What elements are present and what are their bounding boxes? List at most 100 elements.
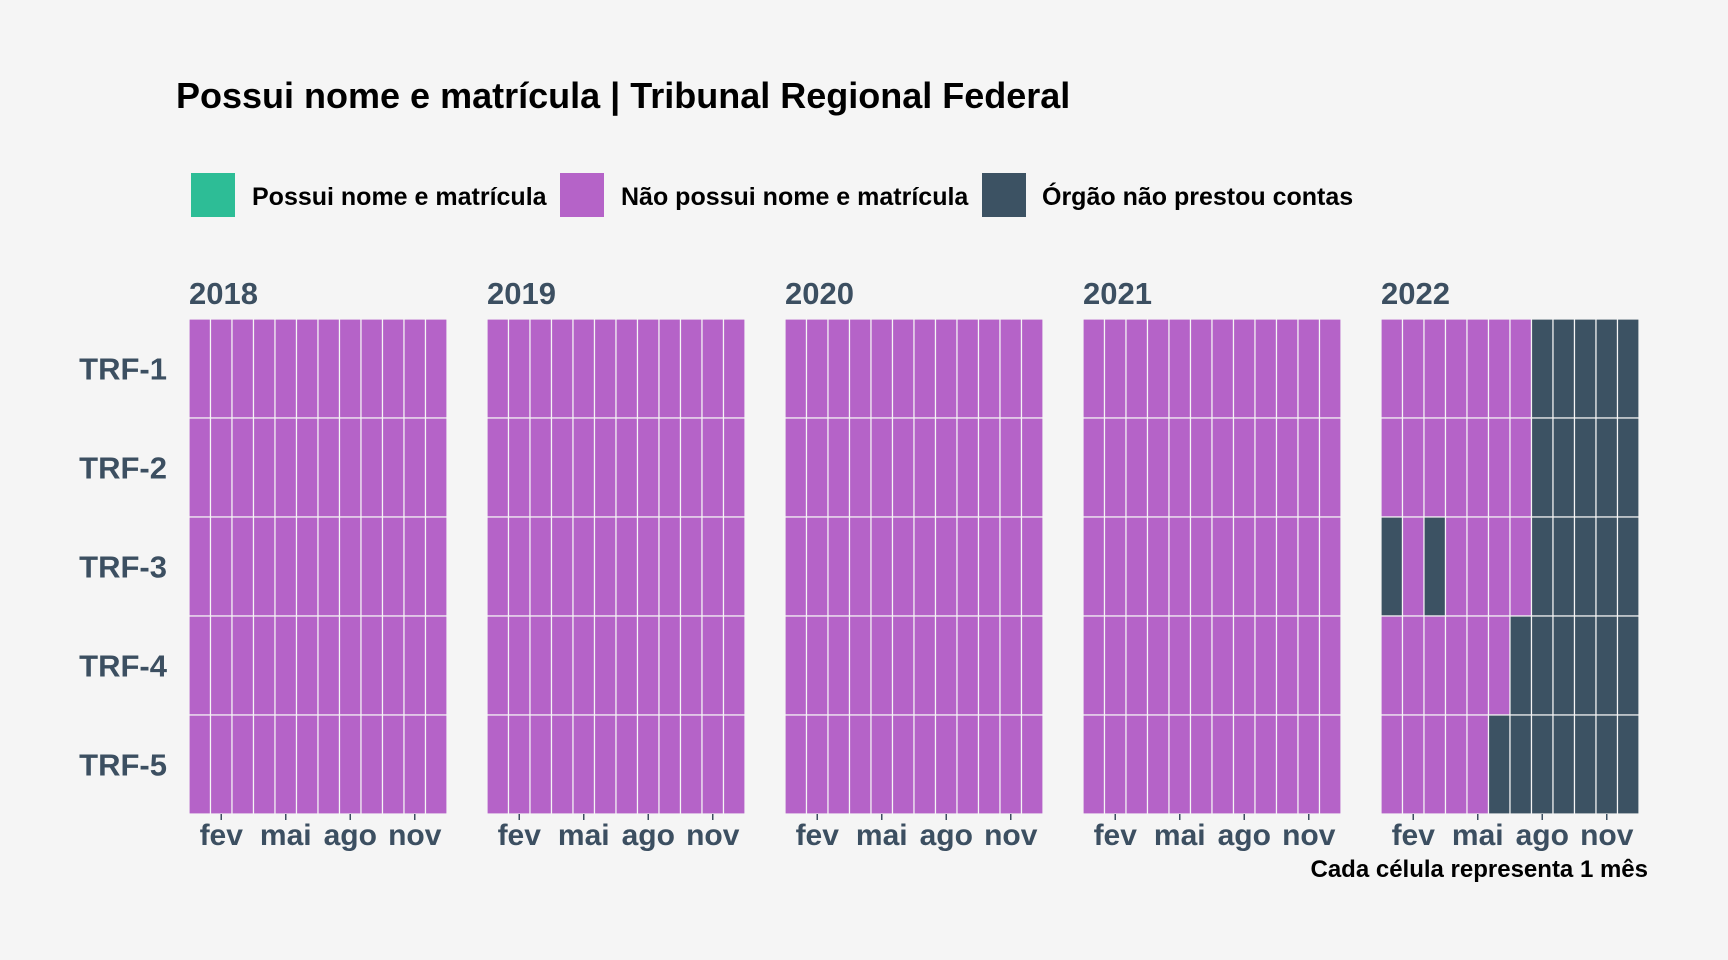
cell-2020-TRF-2-dez bbox=[1020, 417, 1044, 518]
cell-2022-TRF-4-set bbox=[1552, 615, 1576, 716]
cell-2021-TRF-5-nov bbox=[1297, 714, 1321, 815]
cell-2019-TRF-2-dez bbox=[722, 417, 746, 518]
cell-2020-TRF-5-out bbox=[977, 714, 1001, 815]
cell-2019-TRF-5-abr bbox=[550, 714, 574, 815]
cell-2019-TRF-4-jun bbox=[593, 615, 617, 716]
cell-2019-TRF-5-ago bbox=[636, 714, 660, 815]
cell-2018-TRF-4-ago bbox=[338, 615, 362, 716]
cell-2022-TRF-3-fev bbox=[1401, 516, 1425, 617]
cell-2019-TRF-5-jul bbox=[615, 714, 639, 815]
panel-2020: 2020 fev mai ago nov bbox=[784, 276, 1044, 852]
cell-2018-TRF-1-dez bbox=[424, 318, 448, 419]
cell-2022-TRF-3-jan bbox=[1380, 516, 1404, 617]
cell-2022-TRF-4-ago bbox=[1530, 615, 1554, 716]
cell-2022-TRF-4-jan bbox=[1380, 615, 1404, 716]
cell-2020-TRF-2-jun bbox=[891, 417, 915, 518]
cell-2021-TRF-4-ago bbox=[1232, 615, 1256, 716]
cell-2021-TRF-5-jun bbox=[1189, 714, 1213, 815]
legend-label-possui: Possui nome e matrícula bbox=[252, 183, 548, 211]
tick-label-2021-mai: mai bbox=[1154, 819, 1206, 852]
cell-2018-TRF-5-mar bbox=[231, 714, 255, 815]
cell-2018-TRF-3-dez bbox=[424, 516, 448, 617]
tick-label-2022-ago: ago bbox=[1516, 819, 1569, 852]
cell-2020-TRF-2-out bbox=[977, 417, 1001, 518]
cell-2018-TRF-1-mar bbox=[231, 318, 255, 419]
cell-2019-TRF-1-jul bbox=[615, 318, 639, 419]
cell-2021-TRF-5-fev bbox=[1103, 714, 1127, 815]
cell-2022-TRF-1-jun bbox=[1487, 318, 1511, 419]
cell-2020-TRF-1-nov bbox=[999, 318, 1023, 419]
cell-2018-TRF-2-set bbox=[360, 417, 384, 518]
cell-2019-TRF-4-abr bbox=[550, 615, 574, 716]
cell-2022-TRF-4-jun bbox=[1487, 615, 1511, 716]
cell-2019-TRF-2-nov bbox=[701, 417, 725, 518]
cell-2020-TRF-5-jan bbox=[784, 714, 808, 815]
cell-2018-TRF-2-jun bbox=[295, 417, 319, 518]
cell-2020-TRF-1-abr bbox=[848, 318, 872, 419]
cell-2019-TRF-5-dez bbox=[722, 714, 746, 815]
cell-2020-TRF-5-nov bbox=[999, 714, 1023, 815]
cell-2021-TRF-1-ago bbox=[1232, 318, 1256, 419]
cell-2022-TRF-2-abr bbox=[1444, 417, 1468, 518]
cell-2019-TRF-4-dez bbox=[722, 615, 746, 716]
cell-2022-TRF-1-dez bbox=[1616, 318, 1640, 419]
cell-2020-TRF-3-nov bbox=[999, 516, 1023, 617]
cell-2021-TRF-4-out bbox=[1275, 615, 1299, 716]
cell-2020-TRF-1-jul bbox=[913, 318, 937, 419]
cell-2018-TRF-1-mai bbox=[274, 318, 298, 419]
tick-label-2019-mai: mai bbox=[558, 819, 610, 852]
cell-2022-TRF-3-nov bbox=[1595, 516, 1619, 617]
cell-2019-TRF-1-abr bbox=[550, 318, 574, 419]
cell-2018-TRF-4-mar bbox=[231, 615, 255, 716]
cell-2022-TRF-1-fev bbox=[1401, 318, 1425, 419]
cell-2018-TRF-2-mar bbox=[231, 417, 255, 518]
cell-2021-TRF-1-out bbox=[1275, 318, 1299, 419]
cell-2020-TRF-3-ago bbox=[934, 516, 958, 617]
cell-2021-TRF-2-mar bbox=[1125, 417, 1149, 518]
cell-2019-TRF-4-nov bbox=[701, 615, 725, 716]
cell-2022-TRF-5-dez bbox=[1616, 714, 1640, 815]
cell-2022-TRF-2-nov bbox=[1595, 417, 1619, 518]
cell-2022-TRF-1-set bbox=[1552, 318, 1576, 419]
cell-2019-TRF-1-mai bbox=[572, 318, 596, 419]
cell-2019-TRF-3-abr bbox=[550, 516, 574, 617]
cell-2020-TRF-2-jan bbox=[784, 417, 808, 518]
cell-2021-TRF-3-mar bbox=[1125, 516, 1149, 617]
cell-2018-TRF-3-jun bbox=[295, 516, 319, 617]
cell-2020-TRF-4-fev bbox=[805, 615, 829, 716]
cell-2019-TRF-1-jan bbox=[486, 318, 510, 419]
cell-2022-TRF-1-abr bbox=[1444, 318, 1468, 419]
cell-2019-TRF-2-abr bbox=[550, 417, 574, 518]
row-labels: TRF-1 TRF-2 TRF-3 TRF-4 TRF-5 bbox=[79, 352, 168, 783]
cell-2021-TRF-2-nov bbox=[1297, 417, 1321, 518]
cell-2018-TRF-5-abr bbox=[252, 714, 276, 815]
tick-label-2021-ago: ago bbox=[1218, 819, 1271, 852]
cell-2022-TRF-3-jul bbox=[1509, 516, 1533, 617]
cell-2018-TRF-3-set bbox=[360, 516, 384, 617]
cell-2019-TRF-3-mai bbox=[572, 516, 596, 617]
cell-2020-TRF-4-mai bbox=[870, 615, 894, 716]
cell-2021-TRF-1-set bbox=[1254, 318, 1278, 419]
cell-2022-TRF-3-jun bbox=[1487, 516, 1511, 617]
cell-2018-TRF-4-jan bbox=[188, 615, 212, 716]
cell-2021-TRF-5-ago bbox=[1232, 714, 1256, 815]
cell-2019-TRF-3-fev bbox=[507, 516, 531, 617]
cell-2021-TRF-5-set bbox=[1254, 714, 1278, 815]
cell-2022-TRF-1-nov bbox=[1595, 318, 1619, 419]
cell-2018-TRF-4-jun bbox=[295, 615, 319, 716]
year-label-2022: 2022 bbox=[1381, 276, 1450, 311]
cell-2020-TRF-3-dez bbox=[1020, 516, 1044, 617]
cell-2019-TRF-3-jan bbox=[486, 516, 510, 617]
cell-2018-TRF-5-jan bbox=[188, 714, 212, 815]
cell-2019-TRF-1-set bbox=[658, 318, 682, 419]
cell-2020-TRF-4-ago bbox=[934, 615, 958, 716]
cell-2018-TRF-5-mai bbox=[274, 714, 298, 815]
row-label-TRF-5: TRF-5 bbox=[79, 748, 167, 783]
cell-2020-TRF-3-mar bbox=[827, 516, 851, 617]
cell-2021-TRF-5-abr bbox=[1146, 714, 1170, 815]
cell-2021-TRF-2-jun bbox=[1189, 417, 1213, 518]
cell-2018-TRF-2-nov bbox=[403, 417, 427, 518]
legend-label-nao_possui: Não possui nome e matrícula bbox=[621, 183, 969, 211]
cell-2018-TRF-1-jun bbox=[295, 318, 319, 419]
cell-2020-TRF-1-mai bbox=[870, 318, 894, 419]
